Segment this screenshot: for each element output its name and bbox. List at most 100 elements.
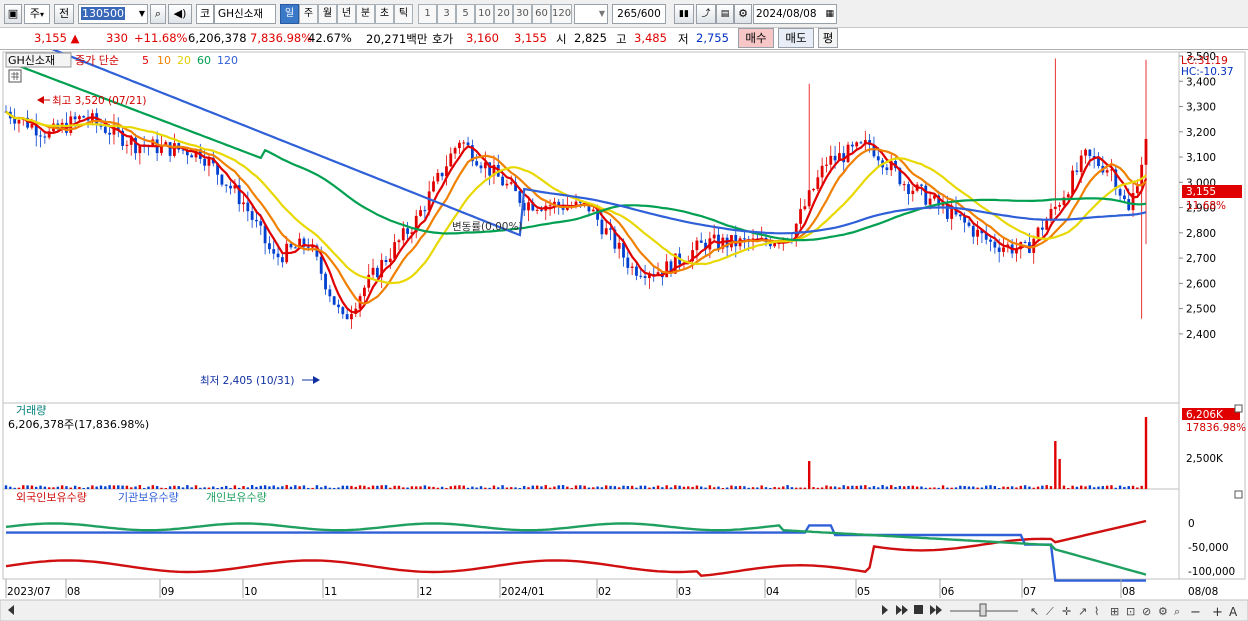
volume-tag [1182,408,1240,420]
period-week-button[interactable]: 주 [299,4,318,24]
count-field[interactable]: 265/600 [612,4,666,24]
text-tool-icon[interactable]: ⊞ [1110,605,1119,618]
chart-tools-icon[interactable]: ▮▮ [674,4,694,24]
interval-1-button[interactable]: 1 [418,4,437,24]
volume-bar [972,486,975,489]
candle-body [691,250,694,262]
play-fast-icon[interactable] [930,605,942,615]
volume-bar [350,485,353,489]
speaker-icon[interactable]: ◀) [168,4,192,24]
save-icon[interactable]: ▤ [716,4,734,24]
search-icon[interactable]: ⌕ [150,4,166,24]
interval-60-button[interactable]: 60 [532,4,551,24]
arrow-tool-icon[interactable]: ↗ [1078,605,1087,618]
candle-body [151,139,155,147]
calendar-icon[interactable]: ▦ [825,9,834,19]
stock-name-box[interactable] [5,52,72,68]
period-month-button[interactable]: 월 [318,4,337,24]
period-day-button[interactable]: 일 [280,4,299,24]
zoom-in-button[interactable]: + [1212,605,1223,620]
cursor-tool-icon[interactable]: ↖ [1030,605,1039,618]
volume-bar [332,487,336,489]
candle-body [665,261,669,278]
line-tool-icon[interactable]: ⟋ [1046,605,1054,618]
trendline-icon[interactable]: ⤴ [696,4,716,24]
volume-panel-close-icon[interactable] [1234,404,1243,413]
price-y-tick-label: 2,700 [1186,253,1216,265]
interval-3-button[interactable]: 3 [437,4,456,24]
stock-code-input[interactable]: 130500 ▼ [78,4,148,24]
custom-interval-select[interactable]: ▼ [574,4,608,24]
settings-tool-icon[interactable]: ⚙ [1158,605,1168,618]
candle-body [263,225,267,244]
volume-bar [535,485,539,489]
candle-body [971,225,975,237]
volume-bar [682,486,686,489]
date-input[interactable]: 2024/08/08 ▦ [753,4,837,24]
interval-5-button[interactable]: 5 [456,4,475,24]
scroll-right-icon[interactable] [882,605,888,615]
volume-bar [212,486,215,489]
candle-body [168,142,172,156]
fibo-tool-icon[interactable]: ⌇ [1094,605,1099,618]
pattern-tool-icon[interactable]: ⊘ [1142,605,1151,618]
volume-bar [738,485,742,489]
volume-bar [1127,486,1130,489]
ma-line-60 [5,60,1147,242]
interval-20-button[interactable]: 20 [494,4,513,24]
eval-button[interactable]: 평 [818,28,838,48]
period-unit-select[interactable]: 주▾ [24,4,50,24]
candle-body [648,274,651,279]
crosshair-icon[interactable]: ✛ [1062,605,1071,618]
measure-tool-icon[interactable]: ⊡ [1126,605,1135,618]
candle-body [1088,149,1092,157]
interval-10-button[interactable]: 10 [475,4,494,24]
stock-name-field[interactable]: GH신소재 [214,4,276,24]
volume-bar [453,485,457,489]
interval-120-button[interactable]: 120 [551,4,572,24]
period-minute-button[interactable]: 분 [356,4,375,24]
fast-forward-icon[interactable] [896,605,908,615]
zoom-out-button[interactable]: − [1190,605,1201,620]
interval-30-button[interactable]: 30 [513,4,532,24]
holdings-panel-close-icon[interactable] [1234,490,1243,499]
candle-body [129,137,133,145]
volume-bar [194,485,198,489]
volume-bar [838,487,841,489]
volume-bars [4,417,1148,489]
gear-icon[interactable]: ⚙ [734,4,752,24]
candle-body [522,202,526,211]
x-axis-label: 07 [1023,586,1036,598]
candle-body [626,257,630,268]
grid-toggle-icon[interactable] [8,69,22,83]
volume-bar [553,486,556,489]
candle-body [509,182,513,184]
stop-icon[interactable] [914,605,923,614]
scroll-left-icon[interactable] [8,605,14,615]
bid-price: 3,155 [514,31,547,45]
candle-body [1105,170,1109,173]
volume-bar [471,486,474,489]
candle-body [950,207,954,219]
holdings-y-tick-label: -50,000 [1188,542,1229,554]
zoom-slider-handle[interactable] [979,603,987,617]
volume-bar [959,485,962,489]
volume-bar [445,487,448,489]
chevron-down-icon[interactable]: ▼ [138,9,145,18]
period-second-button[interactable]: 초 [375,4,394,24]
auto-scale-button[interactable]: A [1229,605,1238,619]
window-menu-icon[interactable]: ▣ [4,4,22,24]
buy-button[interactable]: 매수 [738,28,774,48]
candle-body [324,273,327,290]
volume-bar [890,485,893,489]
candle-body [1036,227,1040,239]
period-year-button[interactable]: 년 [337,4,356,24]
candle-body [535,209,539,211]
volume-bar [807,461,811,489]
volume-bar [397,485,401,489]
candle-body [363,287,366,297]
magnifier-icon[interactable]: ⌕ [1174,605,1180,618]
period-tick-button[interactable]: 틱 [394,4,413,24]
prev-button[interactable]: 전 [54,4,74,24]
sell-button[interactable]: 매도 [778,28,814,48]
